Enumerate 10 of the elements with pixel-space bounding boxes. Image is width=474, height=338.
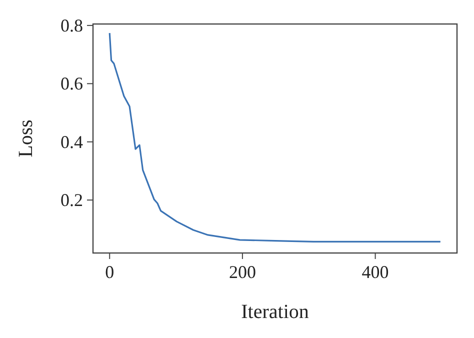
y-tick-label: 0.8: [60, 15, 83, 36]
x-tick-label: 400: [362, 262, 389, 282]
y-tick-label: 0.6: [60, 74, 83, 94]
x-axis-title: Iteration: [241, 301, 309, 323]
y-tick-label: 0.2: [60, 190, 83, 210]
x-tick-label: 200: [228, 262, 256, 282]
x-tick-label: 0: [105, 262, 114, 282]
y-tick-label: 0.4: [60, 132, 83, 152]
y-axis-title: Loss: [15, 119, 37, 158]
line-series: [108, 32, 442, 242]
